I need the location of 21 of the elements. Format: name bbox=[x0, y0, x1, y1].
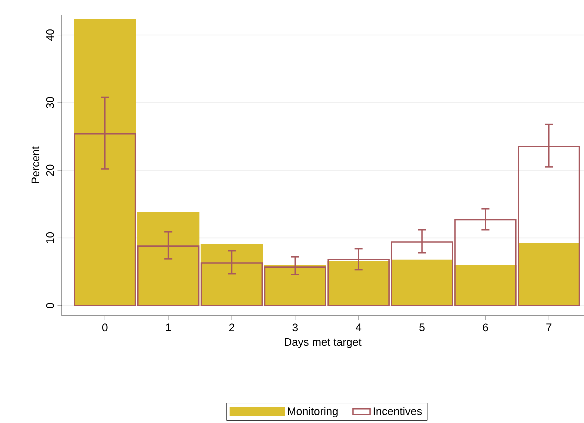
x-tick-label: 3 bbox=[292, 324, 298, 332]
bar bbox=[518, 242, 580, 306]
legend-label: Incentives bbox=[374, 407, 422, 416]
x-tick-label: 2 bbox=[229, 324, 234, 332]
y-tick-label: 20 bbox=[46, 164, 54, 176]
x-tick-label: 1 bbox=[166, 324, 172, 332]
x-tick-label: 7 bbox=[546, 324, 552, 332]
x-tick-label: 6 bbox=[483, 324, 488, 332]
y-axis-title: Percent bbox=[32, 146, 40, 184]
x-tick-label: 5 bbox=[420, 324, 425, 332]
bar bbox=[454, 265, 517, 306]
x-tick-label: 4 bbox=[356, 324, 362, 332]
x-tick-label: 0 bbox=[102, 324, 108, 332]
x-axis-title: Days met target bbox=[285, 338, 362, 348]
bar bbox=[391, 260, 454, 306]
bar bbox=[74, 19, 136, 306]
y-tick-label: 0 bbox=[46, 303, 54, 308]
y-tick-label: 40 bbox=[46, 30, 54, 42]
legend-label: Monitoring bbox=[288, 407, 338, 418]
y-tick-label: 10 bbox=[46, 232, 54, 244]
y-tick-label: 30 bbox=[46, 97, 54, 109]
